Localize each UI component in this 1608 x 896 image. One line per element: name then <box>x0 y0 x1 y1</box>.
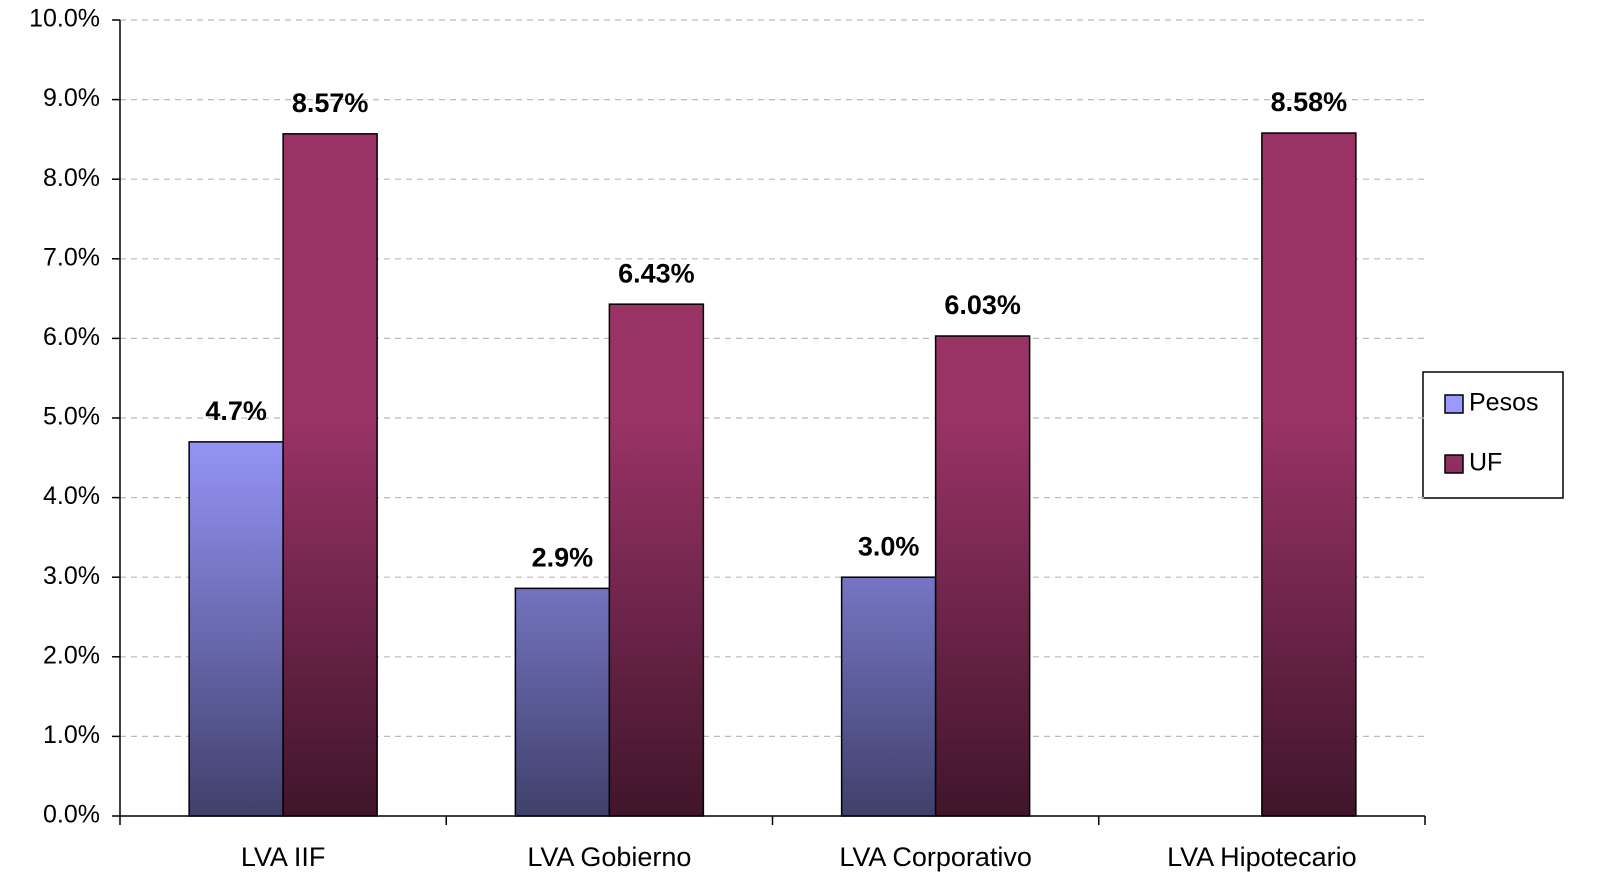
legend-label: Pesos <box>1469 389 1538 417</box>
value-label: 2.9% <box>532 542 594 572</box>
legend-swatch <box>1444 454 1464 474</box>
bar <box>514 587 611 817</box>
y-tick-label: 4.0% <box>43 482 100 510</box>
legend-label: UF <box>1469 449 1502 477</box>
legend-box <box>1422 371 1564 499</box>
y-tick-label: 7.0% <box>43 243 100 271</box>
y-tick-label: 8.0% <box>43 164 100 192</box>
value-label: 8.57% <box>292 88 369 118</box>
y-tick-label: 9.0% <box>43 84 100 112</box>
value-label: 6.03% <box>944 290 1021 320</box>
bar <box>934 335 1031 817</box>
y-tick-label: 6.0% <box>43 323 100 351</box>
x-tick-label: LVA Gobierno <box>527 842 691 872</box>
value-label: 3.0% <box>858 531 920 561</box>
y-tick-label: 0.0% <box>43 801 100 829</box>
bar <box>188 441 284 817</box>
value-label: 6.43% <box>618 258 695 288</box>
y-tick-label: 10.0% <box>29 5 100 33</box>
bar <box>840 576 937 817</box>
bar <box>282 133 378 817</box>
y-tick-label: 1.0% <box>43 721 100 749</box>
bar <box>608 303 705 817</box>
legend-swatch <box>1444 394 1464 414</box>
y-tick-label: 2.0% <box>43 641 100 669</box>
y-tick-label: 3.0% <box>43 562 100 590</box>
y-tick-label: 5.0% <box>43 403 100 431</box>
bar <box>1261 132 1357 817</box>
x-tick-label: LVA Corporativo <box>839 842 1032 872</box>
x-tick-label: LVA Hipotecario <box>1167 842 1357 872</box>
value-label: 4.7% <box>205 396 267 426</box>
x-tick-label: LVA IIF <box>241 842 326 872</box>
value-label: 8.58% <box>1271 87 1348 117</box>
